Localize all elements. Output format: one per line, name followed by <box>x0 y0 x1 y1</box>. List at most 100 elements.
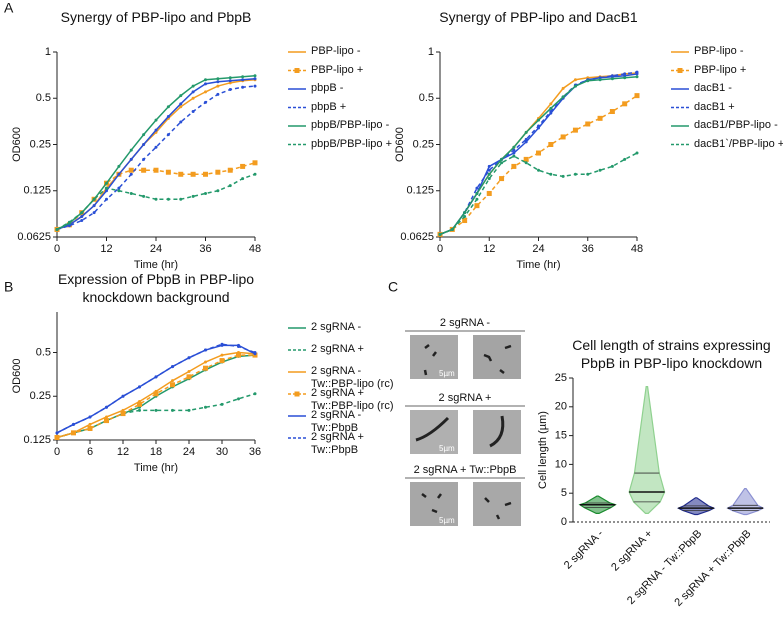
micrograph <box>410 482 458 526</box>
point <box>537 118 540 122</box>
point <box>237 397 240 401</box>
legend-label-box: dacB1`/PBP-lipo + <box>694 137 783 150</box>
point <box>117 164 121 168</box>
point <box>154 145 158 149</box>
point <box>236 352 241 358</box>
point <box>475 186 479 190</box>
point <box>80 211 84 215</box>
legend-label: PBP-lipo - <box>311 45 361 57</box>
point <box>216 77 220 81</box>
y-tick-label: 0.25 <box>413 138 434 150</box>
x-tick-label: 12 <box>483 243 495 255</box>
x-tick-label: 30 <box>216 446 228 458</box>
point <box>486 190 492 196</box>
chart-title: Synergy of PBP-lipo and PbpB <box>60 9 252 25</box>
x-tick-label: 12 <box>117 446 129 458</box>
legend-label: dacB1`/PBP-lipo + <box>694 137 783 150</box>
y-tick-label: 25 <box>555 372 567 384</box>
point <box>129 148 133 152</box>
point <box>237 344 240 348</box>
point <box>203 365 208 371</box>
point <box>67 224 71 228</box>
legend-label: pbpB/PBP-lipo - <box>311 119 390 131</box>
point <box>622 101 628 107</box>
x-tick-label: 2 sgRNA - <box>562 527 606 571</box>
cell <box>423 344 437 376</box>
legend-label: 2 sgRNA + <box>311 343 364 355</box>
point <box>585 121 591 127</box>
y-tick-label: 10 <box>555 458 567 470</box>
point <box>117 189 121 193</box>
point <box>154 197 158 201</box>
point <box>253 74 257 78</box>
point <box>228 79 232 83</box>
micrograph-label: 2 sgRNA + Tw::PbpB <box>414 464 517 476</box>
point <box>610 77 614 81</box>
point <box>475 197 479 201</box>
point <box>549 109 553 113</box>
point <box>179 197 183 201</box>
point <box>121 394 125 398</box>
point <box>253 77 257 81</box>
point <box>487 164 491 168</box>
y-tick-label: 0.0625 <box>400 231 434 243</box>
point <box>92 204 96 208</box>
point <box>54 435 60 441</box>
y-tick-label: 0 <box>561 516 567 528</box>
legend-label: dacB1 - <box>694 82 732 94</box>
point <box>191 84 195 88</box>
point <box>252 160 258 166</box>
point <box>573 84 577 88</box>
point <box>129 157 133 161</box>
point <box>561 86 565 90</box>
point <box>512 148 516 152</box>
series-line <box>439 152 638 236</box>
point <box>170 382 175 388</box>
point <box>129 172 133 176</box>
point <box>586 172 590 176</box>
point <box>204 100 207 104</box>
point <box>598 78 602 82</box>
point <box>487 177 491 181</box>
series-line <box>56 173 256 231</box>
y-tick-label: 0.5 <box>36 92 51 104</box>
point <box>500 161 504 165</box>
point <box>573 172 577 176</box>
point <box>512 151 516 155</box>
chart-title: Synergy of PBP-lipo and DacB1 <box>439 9 638 25</box>
point <box>120 411 126 417</box>
point <box>186 374 192 380</box>
point <box>561 174 565 178</box>
y-axis-label: OD600 <box>11 359 23 394</box>
legend-label: PBP-lipo - <box>694 45 744 57</box>
chart-title-box: Synergy of PBP-lipo and DacB1 <box>439 9 638 25</box>
legend-label-box: dacB1/PBP-lipo - <box>694 119 778 131</box>
point <box>117 172 121 176</box>
point <box>67 220 71 224</box>
point <box>623 157 627 161</box>
micrograph <box>473 335 521 379</box>
point <box>87 425 93 431</box>
point <box>228 81 232 85</box>
point <box>171 408 174 412</box>
cell <box>415 416 450 442</box>
legend-label: 2 sgRNA + Tw::PbpB <box>311 431 364 456</box>
y-tick-label: 15 <box>555 430 567 442</box>
chart-title-box: Cell length of strains expressing PbpB i… <box>572 337 770 371</box>
point <box>204 78 207 82</box>
point <box>171 365 174 369</box>
point <box>598 168 602 172</box>
chart-title-box: Expression of PbpB in PBP-lipo knockdown… <box>58 271 254 305</box>
point <box>500 157 504 161</box>
point <box>463 214 467 218</box>
legend-label-box: PBP-lipo - <box>694 45 744 57</box>
violin <box>628 386 666 514</box>
point <box>241 177 245 181</box>
x-tick-label: 48 <box>249 243 261 255</box>
point <box>166 197 170 201</box>
point <box>634 93 640 99</box>
point <box>623 72 627 76</box>
x-axis-label: Time (hr) <box>516 259 560 271</box>
point <box>438 232 442 236</box>
